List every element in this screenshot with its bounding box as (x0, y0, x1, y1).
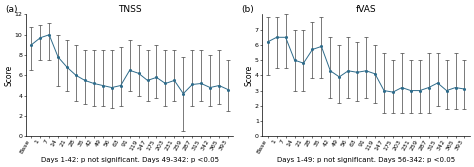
Text: (b): (b) (242, 5, 255, 14)
Y-axis label: Score: Score (4, 65, 13, 86)
Y-axis label: Score: Score (245, 65, 254, 86)
Title: fVAS: fVAS (356, 6, 376, 15)
X-axis label: Days 1-49: p not significant. Days 56-342: p <0.05: Days 1-49: p not significant. Days 56-34… (277, 157, 455, 163)
Title: TNSS: TNSS (118, 6, 141, 15)
Text: (a): (a) (5, 5, 18, 14)
X-axis label: Days 1-42: p not significant. Days 49-342: p <0.05: Days 1-42: p not significant. Days 49-34… (41, 157, 219, 163)
